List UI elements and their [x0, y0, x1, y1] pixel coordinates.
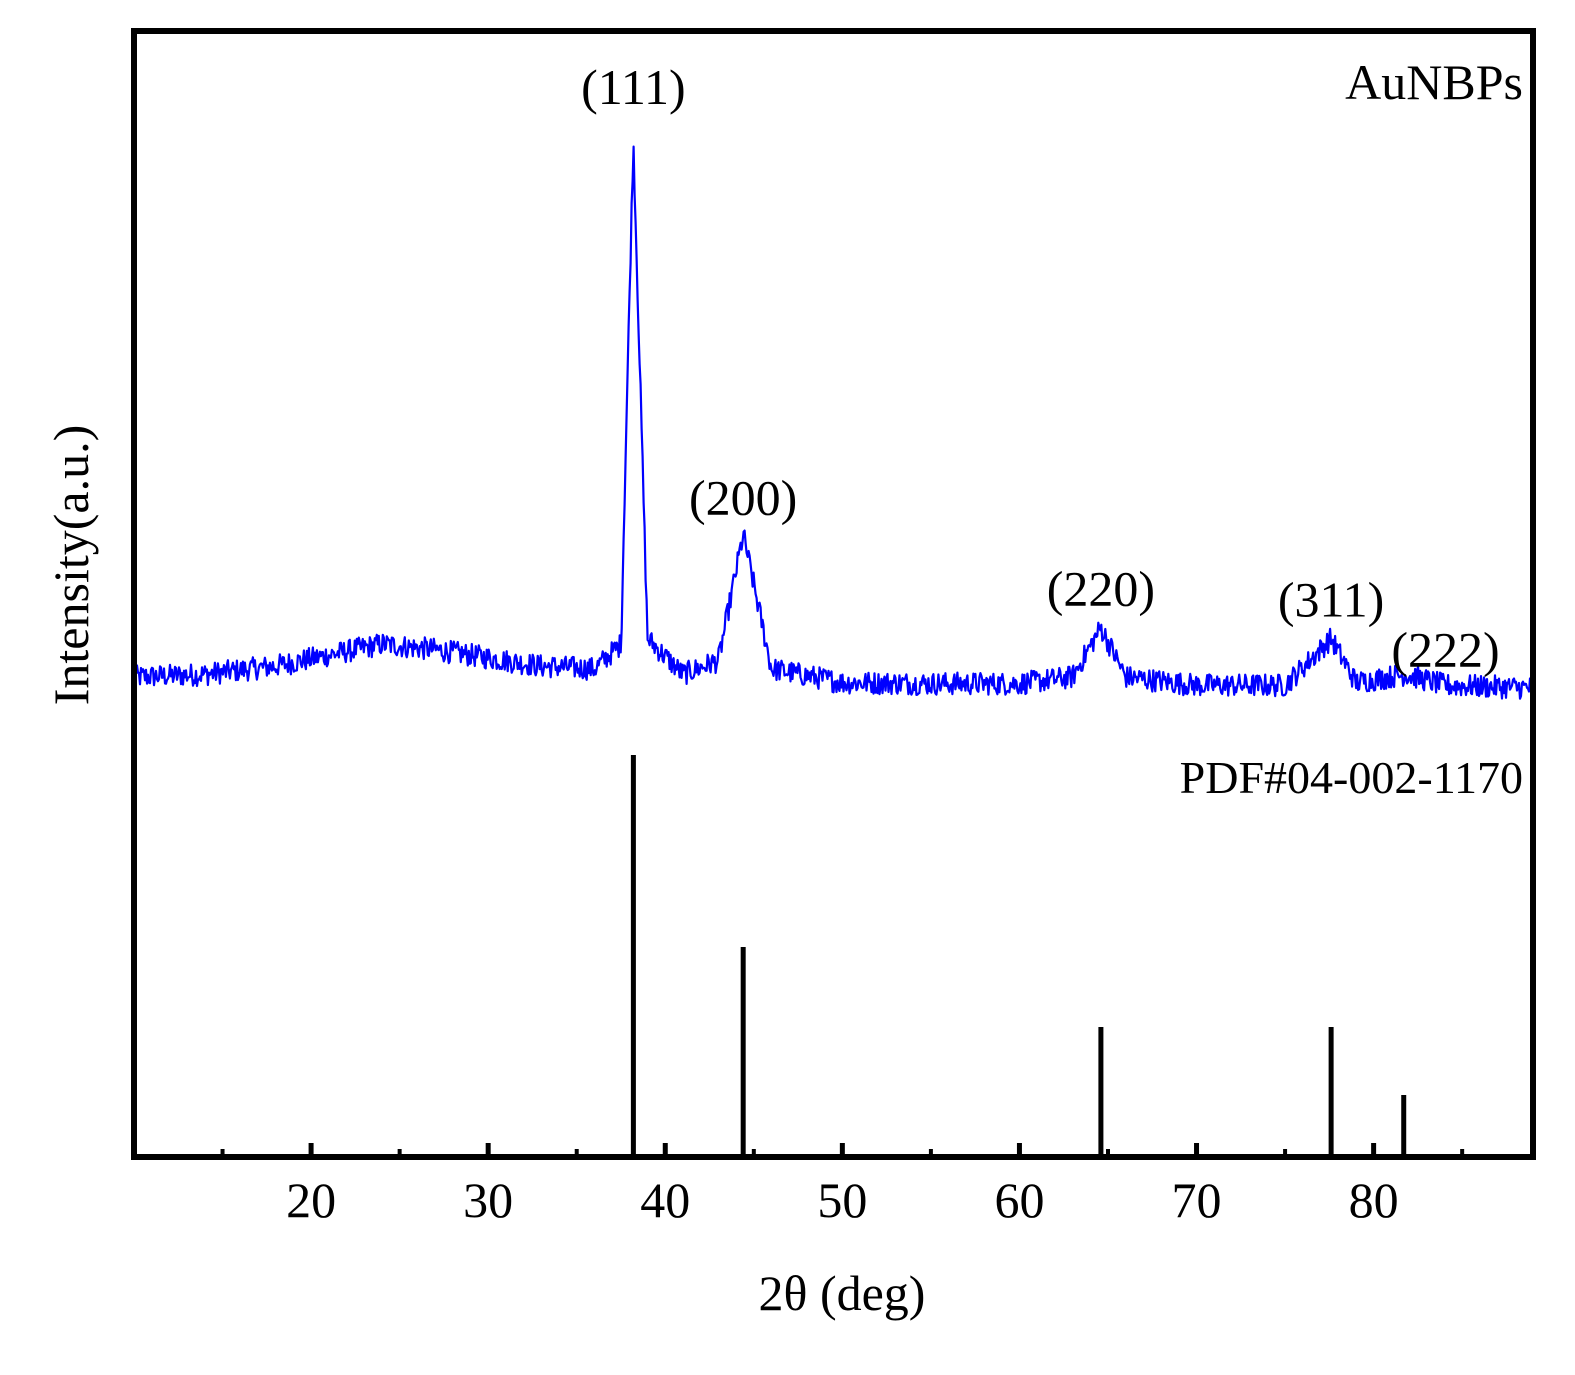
x-tick-label: 80: [1349, 1172, 1399, 1228]
x-tick-label: 60: [994, 1172, 1044, 1228]
x-tick-label: 30: [463, 1172, 513, 1228]
series-label-reference: PDF#04-002-1170: [1180, 752, 1523, 803]
tick-layer: 20 30 40 50 60 70 80: [220, 1143, 1465, 1228]
x-tick-label: 20: [286, 1172, 336, 1228]
series-label-aunbps: AuNBPs: [1345, 54, 1523, 110]
y-axis-label: Intensity(a.u.): [43, 425, 99, 705]
peak-label: (311): [1278, 572, 1384, 628]
peak-label: (111): [581, 59, 686, 115]
plot-frame: [131, 28, 1536, 1160]
series-line-aunbps: [132, 145, 1534, 700]
peak-label: (222): [1391, 621, 1499, 677]
x-tick-label: 70: [1172, 1172, 1222, 1228]
plot-layer: (111) (200) (220) (311)(222): [132, 59, 1534, 1155]
x-tick-label: 50: [817, 1172, 867, 1228]
x-axis-label: 2θ (deg): [759, 1265, 926, 1321]
peak-label: (220): [1047, 561, 1155, 617]
peak-label: (200): [689, 470, 797, 526]
x-tick-label: 40: [640, 1172, 690, 1228]
